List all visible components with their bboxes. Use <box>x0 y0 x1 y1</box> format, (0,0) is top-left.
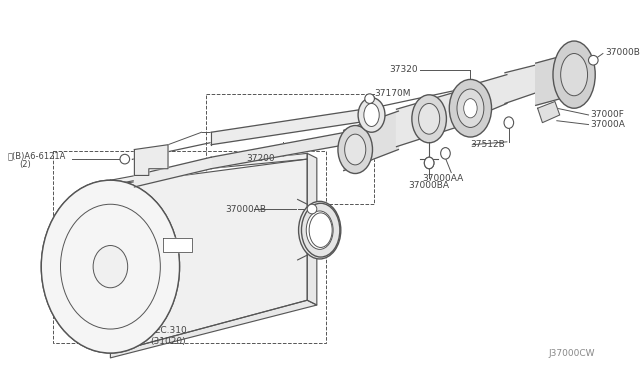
Ellipse shape <box>309 213 332 247</box>
Ellipse shape <box>42 180 180 353</box>
Polygon shape <box>134 157 211 187</box>
Text: 37000BA: 37000BA <box>408 180 449 190</box>
Text: 37205: 37205 <box>232 128 261 137</box>
Text: 37000AA: 37000AA <box>422 174 463 183</box>
Polygon shape <box>454 75 507 125</box>
Text: 37320: 37320 <box>389 65 418 74</box>
Ellipse shape <box>299 201 341 259</box>
Polygon shape <box>163 238 192 252</box>
Ellipse shape <box>307 204 317 214</box>
Ellipse shape <box>358 98 385 132</box>
Ellipse shape <box>307 211 333 249</box>
Ellipse shape <box>61 204 161 329</box>
Polygon shape <box>307 153 317 305</box>
Ellipse shape <box>424 157 434 169</box>
Polygon shape <box>397 92 456 147</box>
Ellipse shape <box>301 203 340 257</box>
Ellipse shape <box>457 89 484 128</box>
Ellipse shape <box>93 246 128 288</box>
Polygon shape <box>211 108 370 145</box>
Text: Ⓑ(B)A6-6121A: Ⓑ(B)A6-6121A <box>8 152 66 161</box>
Ellipse shape <box>345 134 366 165</box>
Polygon shape <box>111 300 317 358</box>
Text: J37000CW: J37000CW <box>548 349 595 357</box>
Ellipse shape <box>449 80 492 137</box>
Ellipse shape <box>464 99 477 118</box>
Ellipse shape <box>93 246 128 288</box>
Ellipse shape <box>424 157 434 169</box>
Ellipse shape <box>561 54 588 96</box>
Text: 37512B: 37512B <box>470 140 505 149</box>
Text: (2): (2) <box>19 160 31 169</box>
Polygon shape <box>211 132 346 169</box>
Text: 37000AB: 37000AB <box>226 205 267 214</box>
Polygon shape <box>111 159 307 353</box>
Ellipse shape <box>419 103 440 134</box>
Ellipse shape <box>553 41 595 108</box>
Text: 37200: 37200 <box>247 154 275 163</box>
Text: 37000F: 37000F <box>591 110 624 119</box>
Ellipse shape <box>412 95 447 143</box>
Polygon shape <box>111 153 307 185</box>
Polygon shape <box>538 102 560 123</box>
Ellipse shape <box>504 117 514 128</box>
Polygon shape <box>134 145 168 176</box>
Text: 37000B: 37000B <box>605 48 640 57</box>
Ellipse shape <box>364 103 380 126</box>
Ellipse shape <box>589 55 598 65</box>
Ellipse shape <box>61 204 161 329</box>
Polygon shape <box>505 57 566 103</box>
Bar <box>53 151 326 343</box>
Polygon shape <box>344 111 399 171</box>
Text: (31020): (31020) <box>150 337 186 346</box>
Ellipse shape <box>42 180 180 353</box>
Ellipse shape <box>338 125 372 173</box>
Bar <box>207 94 374 204</box>
Ellipse shape <box>365 94 374 103</box>
Text: 37000A: 37000A <box>591 120 625 129</box>
Text: SEC.310: SEC.310 <box>149 327 187 336</box>
Polygon shape <box>536 54 572 105</box>
Ellipse shape <box>120 154 130 164</box>
Ellipse shape <box>441 148 451 159</box>
Text: 37170M: 37170M <box>374 89 411 98</box>
